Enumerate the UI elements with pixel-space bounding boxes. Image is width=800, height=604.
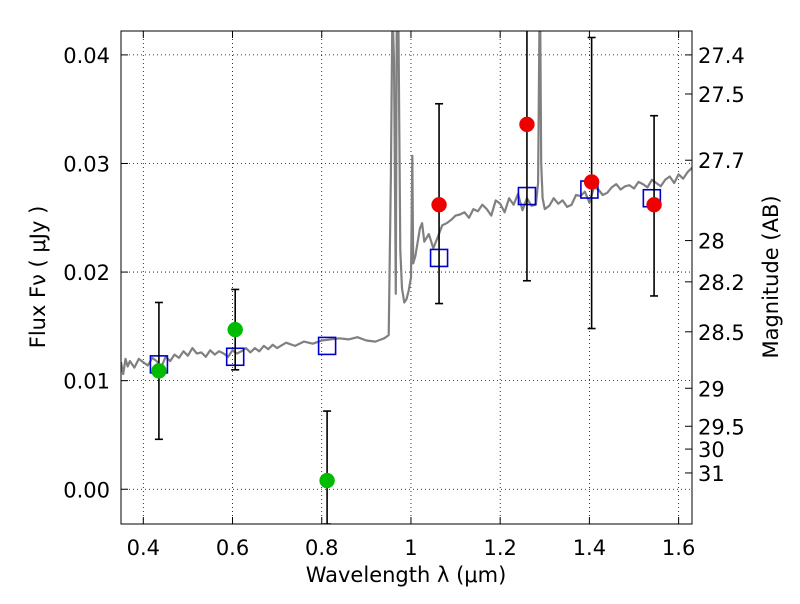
x-tick-label: 0.6 [216,536,249,560]
observation-point [431,196,447,213]
y-axis-label: Flux Fν ( μJy ) [26,206,50,349]
observation-point [151,363,167,379]
right-tick-label: 28 [698,230,725,254]
y-tick-label: 0.04 [63,44,110,68]
x-tick-label: 0.8 [305,536,338,560]
right-tick-label: 28.2 [698,271,745,295]
y-tick-label: 0.03 [63,152,110,176]
series-layer [121,31,692,524]
right-tick-label: 28.5 [698,321,745,345]
observation-point [583,174,600,190]
observation-point [227,321,243,338]
y-tick-label: 0.02 [63,261,110,285]
y-tick-label: 0.00 [63,478,110,502]
right-tick-label: 27.4 [698,44,745,68]
x-tick-label: 1.4 [573,536,606,560]
model-photometry-square [317,336,337,356]
x-tick-label: 1.2 [483,536,516,560]
x-tick-label: 1.6 [662,536,695,560]
right-tick-label: 27.5 [698,83,745,107]
right-tick-label: 29.5 [698,415,745,439]
observation-point [319,472,335,489]
x-axis-label: Wavelength λ (μm) [306,563,507,587]
y-tick-label: 0.01 [63,370,110,394]
observation-point [519,116,535,133]
axes: 0.4 0.6 0.8 1 1.2 1.4 1.6 0.00 0.01 0.02 0.03 0.04 2… [63,31,745,560]
right-tick-label: 29 [698,377,725,401]
x-tick-label: 0.4 [127,536,160,560]
x-tick-label: 1 [404,536,417,560]
sed-model-line [121,31,692,376]
right-tick-label: 30 [698,438,725,462]
plot-frame [120,30,693,525]
right-tick-label: 31 [698,462,725,486]
right-axis-label: Magnitude (AB) [759,195,783,358]
right-tick-label: 27.7 [698,149,745,173]
observation-point [646,196,662,213]
plot-background [121,31,692,524]
